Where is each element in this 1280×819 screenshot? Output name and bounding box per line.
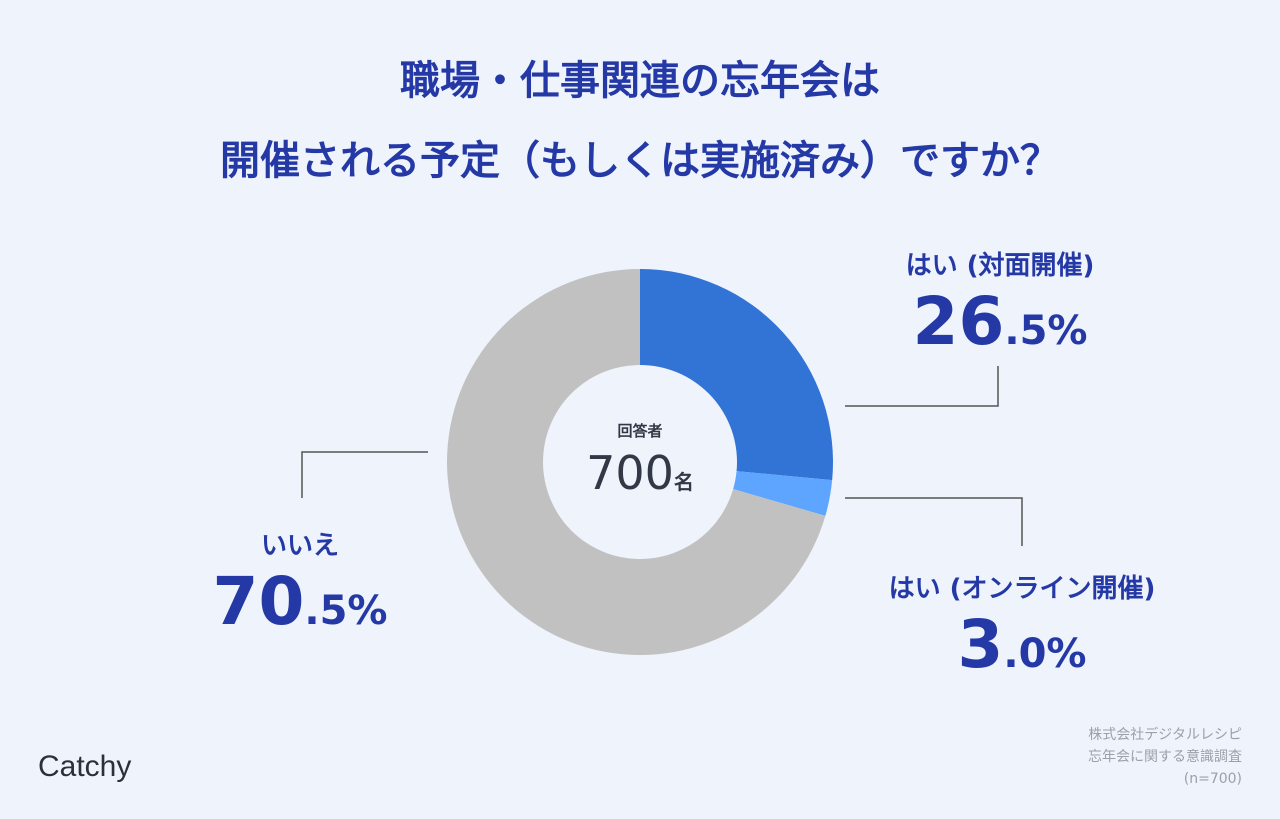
data-label: 3.0% <box>957 606 1087 683</box>
label-online: はい (オンライン開催) 3.0% <box>862 568 1182 694</box>
center-unit: 名 <box>673 470 694 494</box>
label-in-person: はい (対面開催) 26.5% <box>880 245 1120 371</box>
label-no: いいえ 70.5% <box>200 525 400 651</box>
source-sample-size: (n=700) <box>1183 771 1242 787</box>
label-name: はい (対面開催) <box>905 251 1095 281</box>
source-company: 株式会社デジタルレシピ <box>1088 727 1242 743</box>
leader-line-no <box>301 451 428 498</box>
center-label: 回答者 <box>617 422 663 440</box>
label-name: はい (オンライン開催) <box>888 574 1156 604</box>
leader-line-in-person <box>845 366 999 407</box>
center-value: 700名 <box>540 446 740 500</box>
source-survey: 忘年会に関する意識調査 <box>1088 749 1242 765</box>
leader-line-online <box>845 497 1023 546</box>
donut-hole <box>543 365 737 559</box>
data-label: 70.5% <box>212 563 388 640</box>
chart-title-line-2: 開催される予定（もしくは実施済み）ですか？ <box>220 138 1060 184</box>
data-label: 26.5% <box>912 283 1088 360</box>
respondent-count: 700 <box>586 446 674 500</box>
label-name: いいえ <box>260 531 339 561</box>
source-note: 株式会社デジタルレシピ 忘年会に関する意識調査 (n=700) <box>1088 724 1242 790</box>
catchy-logo: Catchy <box>38 750 132 783</box>
chart-title-line-1: 職場・仕事関連の忘年会は <box>400 58 880 104</box>
